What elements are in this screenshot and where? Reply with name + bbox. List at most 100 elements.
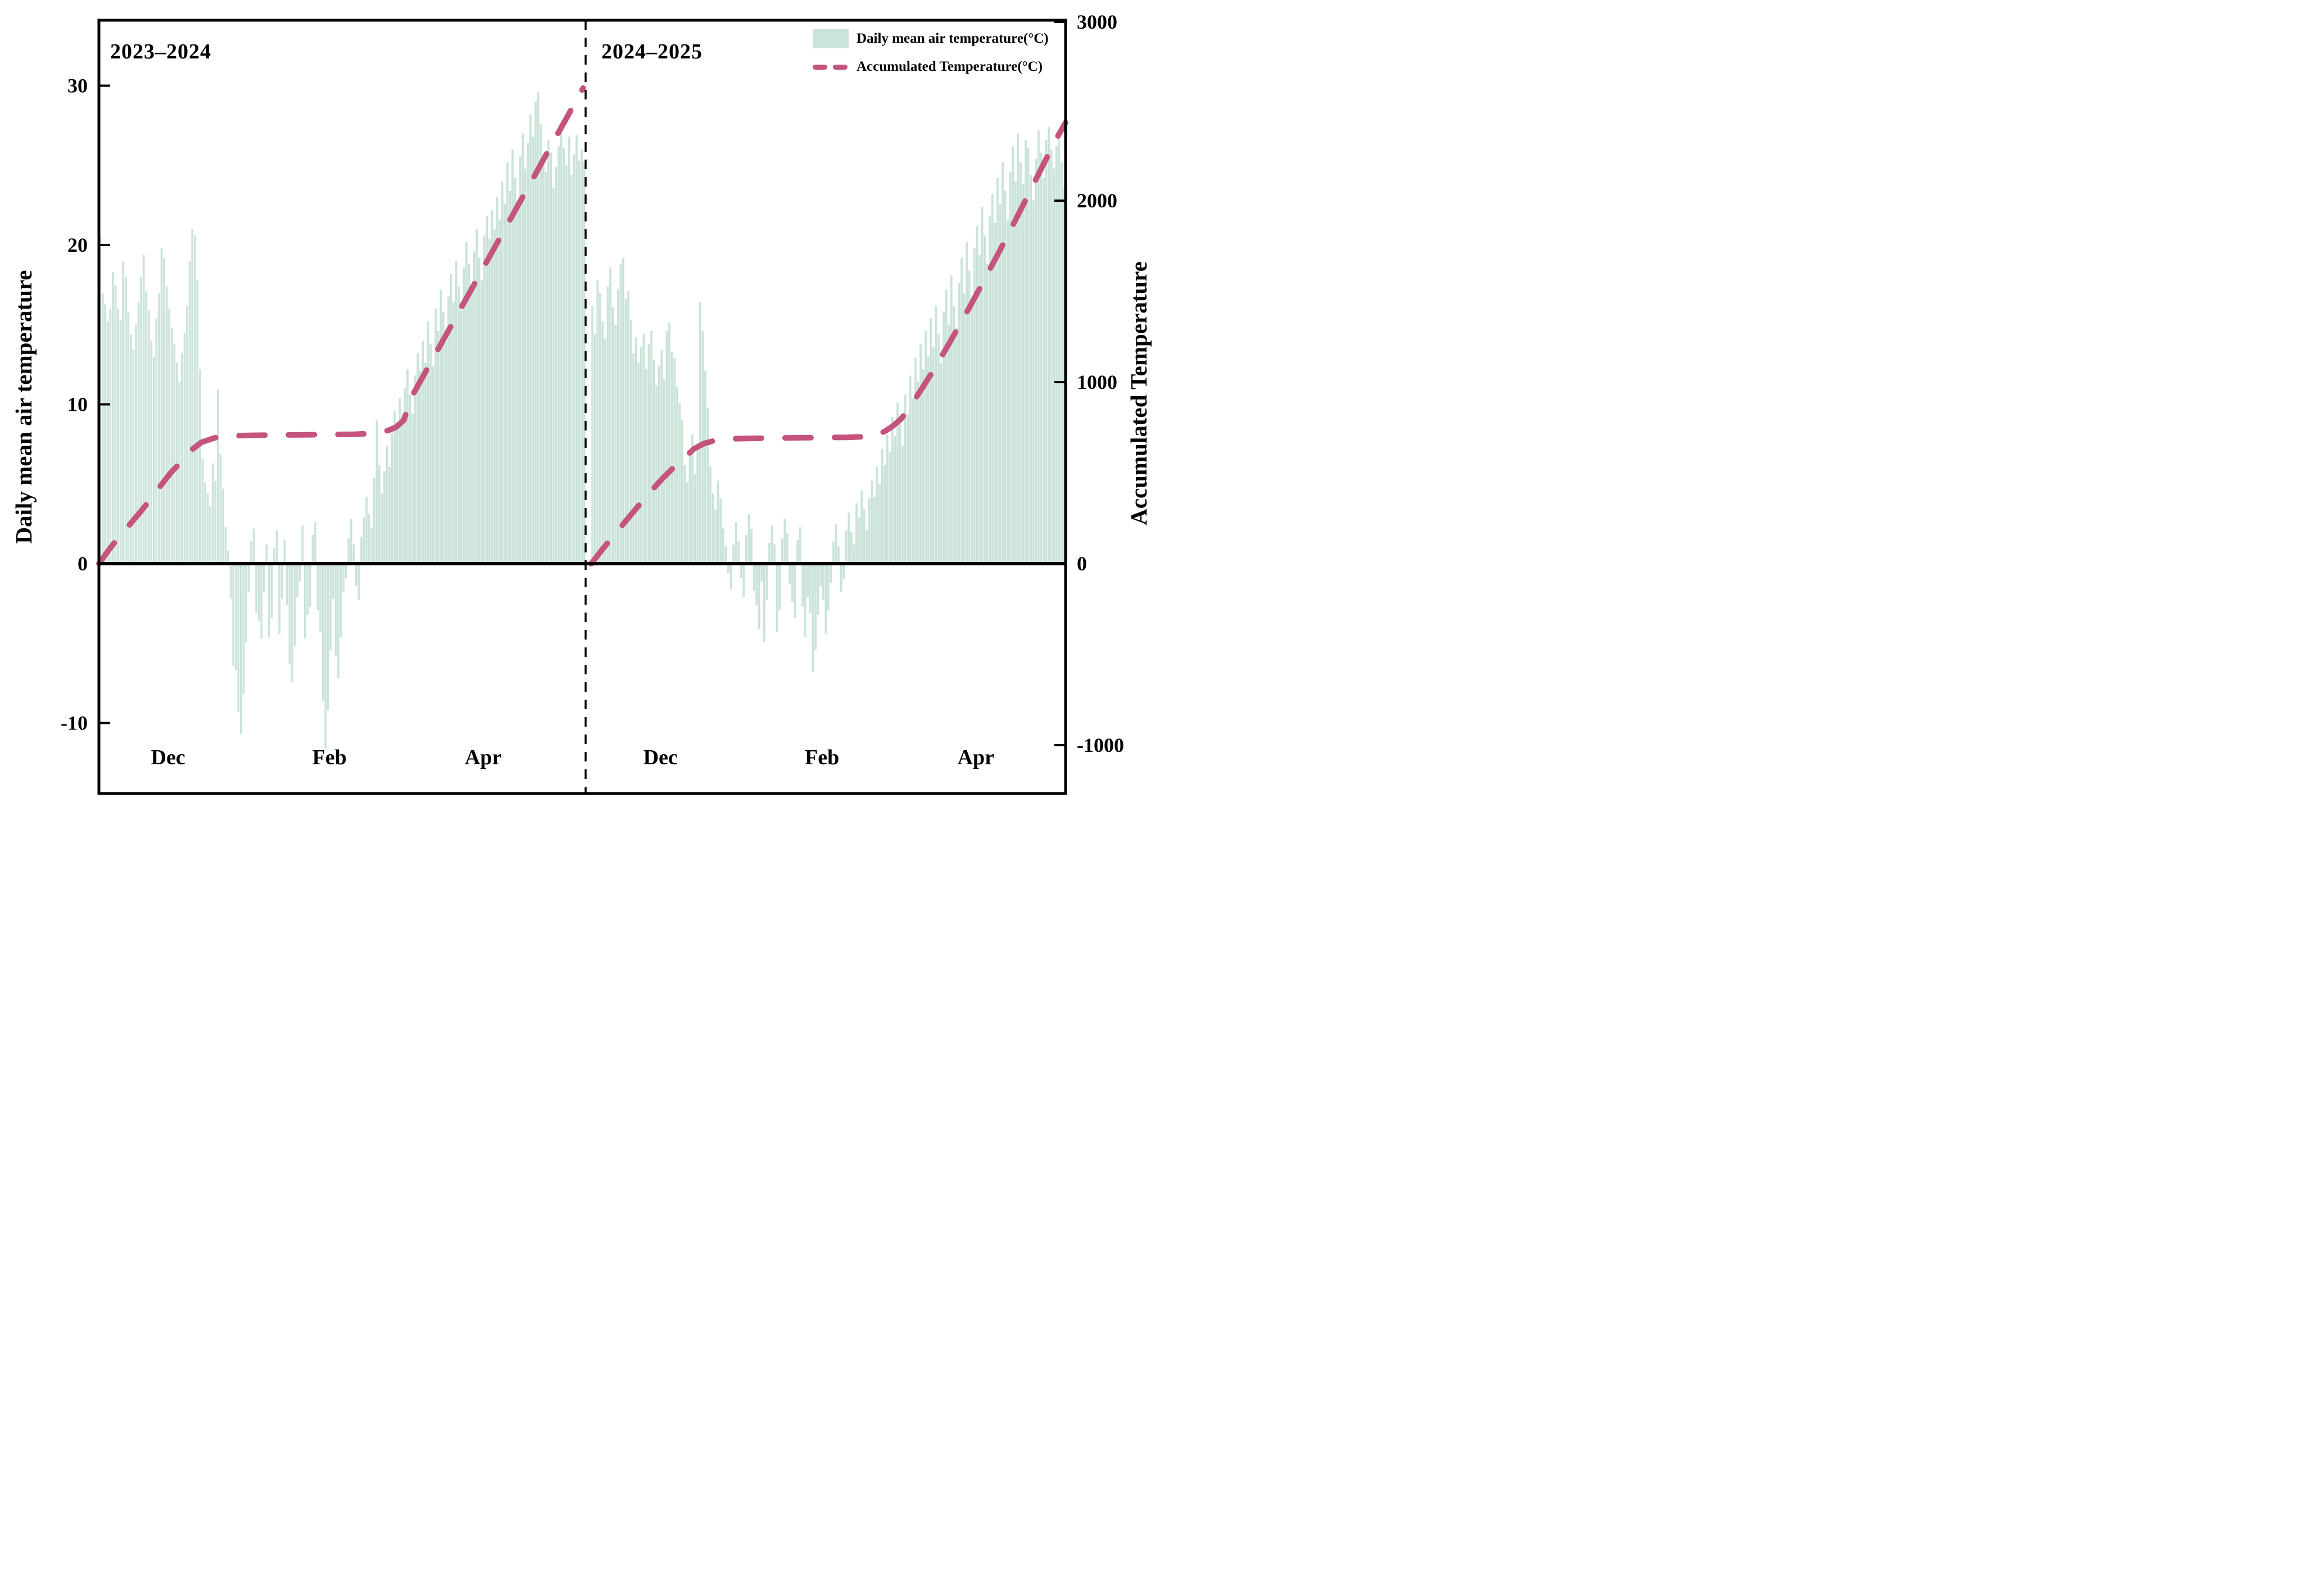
bar — [940, 362, 942, 564]
right-tick-label: 2000 — [1077, 189, 1117, 212]
bar — [104, 303, 107, 564]
right-tick-label: -1000 — [1077, 734, 1124, 756]
bar — [398, 398, 401, 564]
bar — [709, 466, 712, 564]
bar — [334, 564, 337, 656]
bar — [740, 564, 742, 578]
bar — [478, 257, 481, 564]
bar — [511, 149, 514, 564]
bar — [291, 564, 293, 682]
bar — [163, 257, 165, 564]
chart-figure: -10 0 10 20 30 -1000 0 1000 2000 3000 Dec Feb Apr Dec… — [0, 0, 1160, 798]
bar — [686, 482, 688, 564]
bar — [401, 417, 404, 564]
bar — [337, 564, 339, 679]
bar — [193, 235, 196, 564]
bar — [681, 420, 683, 564]
bar — [1025, 139, 1027, 564]
bar — [968, 270, 971, 564]
bar — [907, 414, 909, 564]
bar — [745, 534, 747, 564]
bar — [619, 264, 622, 564]
bar — [1050, 149, 1053, 564]
bar — [445, 342, 447, 564]
bar — [550, 152, 552, 564]
bar — [447, 296, 450, 564]
bar — [791, 564, 794, 602]
legend-bar-swatch-icon — [813, 29, 849, 48]
bar — [935, 305, 937, 564]
bar — [558, 146, 560, 564]
bar — [858, 517, 860, 564]
bar — [152, 356, 155, 564]
bar — [930, 318, 932, 564]
bar — [660, 350, 663, 564]
bar — [796, 539, 799, 564]
bar — [455, 261, 457, 564]
bar — [755, 564, 758, 605]
bar — [483, 235, 486, 564]
bar — [835, 524, 837, 564]
bar — [783, 519, 786, 564]
bar — [1002, 162, 1004, 564]
bar — [234, 564, 237, 670]
bar — [547, 139, 550, 564]
bar — [742, 564, 745, 597]
bar — [309, 564, 311, 607]
bar — [352, 544, 355, 564]
bar — [909, 375, 912, 564]
bar — [178, 382, 181, 564]
accumulated-temperature-line — [588, 120, 1068, 566]
plot-frame — [97, 19, 1067, 795]
bar — [812, 564, 814, 672]
bar — [786, 533, 789, 564]
bar — [688, 455, 691, 564]
bar — [1053, 168, 1055, 564]
bar — [1032, 200, 1035, 564]
bar — [604, 339, 606, 564]
bar — [647, 343, 650, 564]
bar — [606, 286, 609, 564]
bar — [1004, 191, 1007, 564]
bar — [345, 564, 347, 578]
bar — [832, 541, 835, 564]
bar — [545, 171, 547, 564]
bar — [422, 341, 424, 564]
bar — [986, 264, 989, 564]
bar — [904, 395, 907, 564]
bar — [1037, 130, 1040, 564]
bar — [250, 541, 252, 564]
bar — [563, 148, 565, 564]
bar — [760, 564, 763, 582]
bar — [568, 137, 570, 564]
bar — [822, 564, 824, 601]
bar — [427, 321, 429, 564]
bar — [542, 158, 545, 564]
bar — [380, 493, 383, 564]
bar — [286, 564, 288, 605]
bar — [522, 133, 524, 564]
bar — [321, 564, 324, 701]
bar — [573, 154, 576, 564]
bar — [601, 321, 604, 564]
bar — [999, 203, 1002, 564]
bar — [853, 544, 855, 564]
bar — [406, 369, 409, 564]
bar — [470, 293, 473, 564]
bar — [850, 532, 853, 564]
month-label: Apr — [958, 746, 995, 769]
bar — [173, 343, 176, 564]
bar — [183, 332, 186, 564]
bar — [145, 291, 148, 564]
bar — [1055, 146, 1058, 564]
bar — [214, 480, 217, 564]
bar — [640, 347, 642, 564]
bar — [303, 564, 306, 639]
bar — [1022, 184, 1025, 564]
bar — [463, 267, 465, 564]
bar — [1012, 146, 1014, 564]
bar — [404, 388, 406, 564]
bar — [288, 564, 291, 664]
bar — [881, 448, 883, 564]
